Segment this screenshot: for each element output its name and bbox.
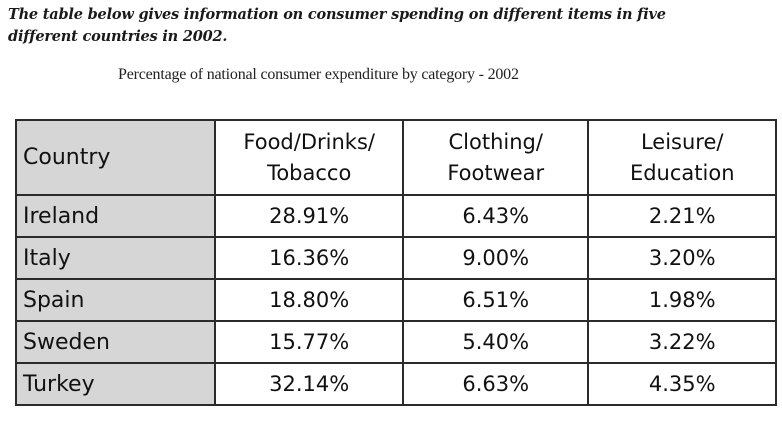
table-row: Turkey 32.14% 6.63% 4.35% bbox=[14, 362, 777, 406]
leisure-education-cell: 2.21% bbox=[587, 194, 777, 238]
food-drinks-tobacco-cell: 28.91% bbox=[214, 194, 405, 238]
column-header-country: Country bbox=[14, 119, 217, 196]
table-row: Spain 18.80% 6.51% 1.98% bbox=[14, 278, 777, 322]
column-header-label-line-1: Food/Drinks/ bbox=[243, 129, 375, 154]
column-header-clothing-footwear: Clothing/ Footwear bbox=[402, 119, 590, 196]
food-drinks-tobacco-cell: 15.77% bbox=[214, 320, 405, 364]
leisure-education-cell: 4.35% bbox=[587, 362, 777, 406]
food-drinks-tobacco-cell: 18.80% bbox=[214, 278, 405, 322]
expenditure-table: Country Food/Drinks/ Tobacco Clothing/ F… bbox=[14, 119, 777, 406]
clothing-footwear-cell: 6.43% bbox=[402, 194, 590, 238]
column-header-label-line-2: Footwear bbox=[447, 160, 545, 185]
column-header-label-line-2: Education bbox=[629, 160, 735, 185]
column-header-label: Country bbox=[23, 145, 111, 170]
column-header-label-line-1: Clothing/ bbox=[448, 129, 543, 154]
clothing-footwear-cell: 9.00% bbox=[402, 236, 590, 280]
leisure-education-cell: 3.22% bbox=[587, 320, 777, 364]
country-cell: Turkey bbox=[14, 362, 217, 406]
leisure-education-cell: 3.20% bbox=[587, 236, 777, 280]
task-prompt-line-1: The table below gives information on con… bbox=[8, 6, 666, 23]
column-header-leisure-education: Leisure/ Education bbox=[587, 119, 777, 196]
table-row: Italy 16.36% 9.00% 3.20% bbox=[14, 236, 777, 280]
country-cell: Spain bbox=[14, 278, 217, 322]
table-header-row: Country Food/Drinks/ Tobacco Clothing/ F… bbox=[14, 119, 777, 196]
country-cell: Ireland bbox=[14, 194, 217, 238]
clothing-footwear-cell: 6.63% bbox=[402, 362, 590, 406]
clothing-footwear-cell: 5.40% bbox=[402, 320, 590, 364]
column-header-label-line-1: Leisure/ bbox=[640, 129, 724, 154]
column-header-label-line-2: Tobacco bbox=[267, 160, 352, 185]
leisure-education-cell: 1.98% bbox=[587, 278, 777, 322]
clothing-footwear-cell: 6.51% bbox=[402, 278, 590, 322]
food-drinks-tobacco-cell: 16.36% bbox=[214, 236, 405, 280]
task-prompt-line-2: different countries in 2002. bbox=[8, 28, 228, 45]
table-row: Sweden 15.77% 5.40% 3.22% bbox=[14, 320, 777, 364]
table-row: Ireland 28.91% 6.43% 2.21% bbox=[14, 194, 777, 238]
country-cell: Sweden bbox=[14, 320, 217, 364]
table-caption: Percentage of national consumer expendit… bbox=[118, 66, 519, 83]
country-cell: Italy bbox=[14, 236, 217, 280]
task-prompt: The table below gives information on con… bbox=[8, 4, 708, 48]
food-drinks-tobacco-cell: 32.14% bbox=[214, 362, 405, 406]
column-header-food-drinks-tobacco: Food/Drinks/ Tobacco bbox=[214, 119, 405, 196]
